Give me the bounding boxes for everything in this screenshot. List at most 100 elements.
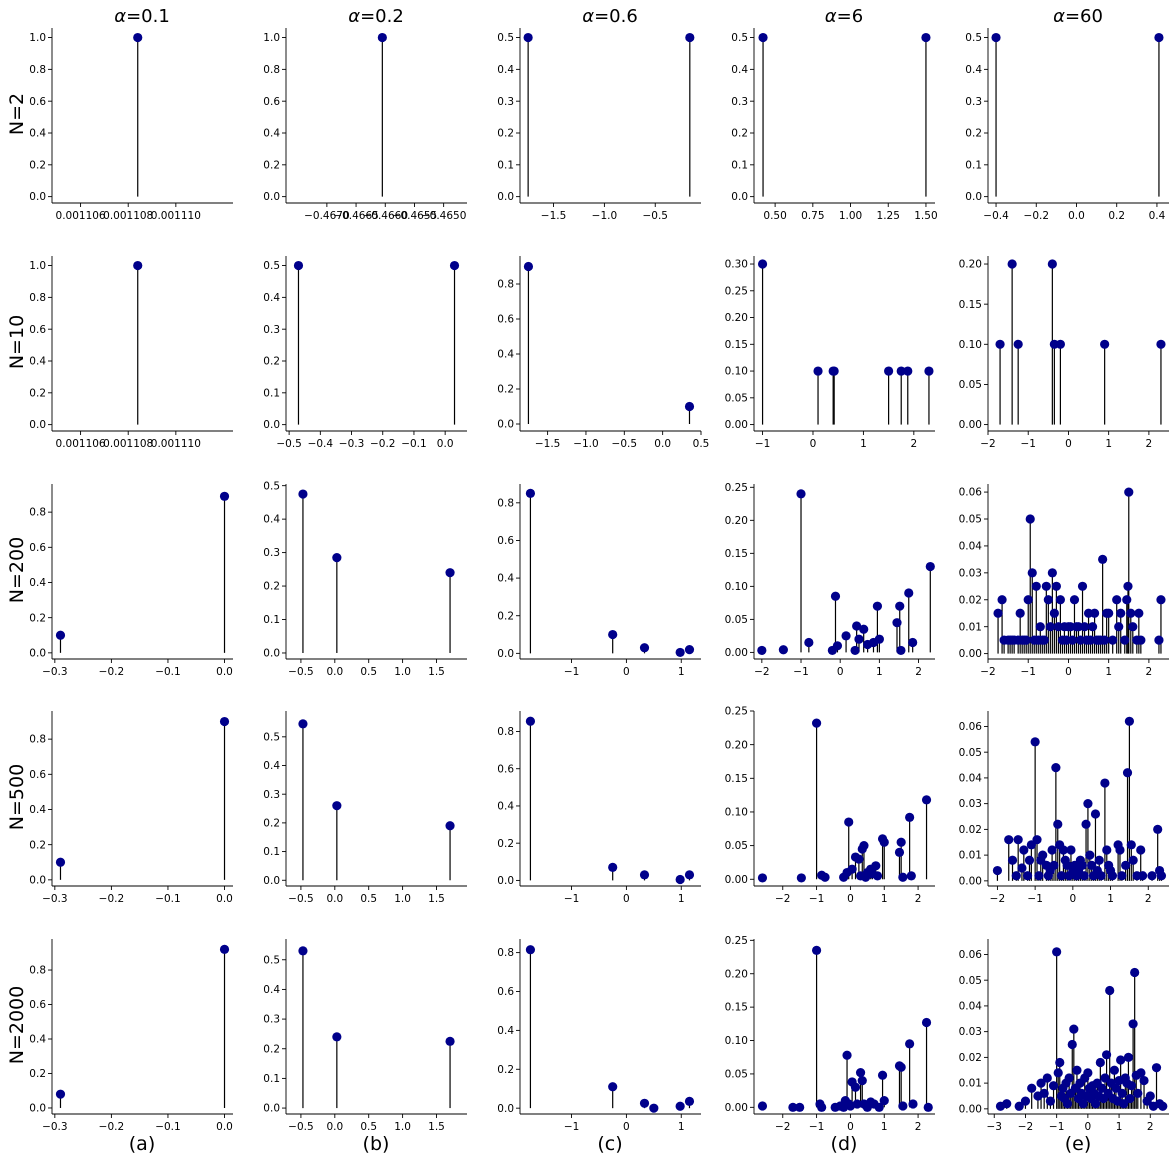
stem-marker [525, 716, 536, 726]
y-tick-label: 0.5 [263, 480, 280, 492]
stem-marker [757, 645, 767, 656]
y-tick-label: 0.8 [29, 734, 46, 746]
y-tick-label: 0.4 [263, 128, 280, 140]
stem-marker [854, 854, 864, 864]
y-tick-label: 0.2 [29, 1068, 46, 1080]
stem-marker [1052, 947, 1062, 957]
y-tick-label: 0.25 [725, 935, 748, 947]
stem-marker [684, 401, 695, 412]
y-tick-label: 0.20 [725, 312, 748, 324]
stem-panel-r4-c1: 0.0 0.1 0.2 0.3 0.4 0.5 −0.5 0.0 0.5 1.0 1.5 [263, 939, 467, 1133]
stem-marker [850, 645, 860, 656]
y-tick-label: 0.1 [263, 614, 280, 626]
x-tick-label: −0.3 [42, 1121, 68, 1133]
stem-marker [841, 631, 851, 641]
stem-marker [1039, 1088, 1049, 1099]
stem-marker [1077, 581, 1088, 591]
stem-marker [895, 601, 905, 611]
x-tick-label: 1 [881, 893, 888, 905]
stem-marker [894, 847, 905, 857]
x-tick-label: 1.25 [877, 210, 900, 222]
y-tick-label: 0.05 [725, 614, 748, 626]
y-tick-label: 0.2 [497, 1064, 514, 1076]
stem-marker [523, 261, 534, 272]
x-tick-label: 0.0 [216, 1121, 233, 1133]
y-tick-label: 0.6 [497, 986, 514, 998]
y-tick-label: 0.03 [959, 798, 982, 810]
y-tick-label: 0.10 [725, 1035, 748, 1047]
stem-marker [872, 871, 883, 881]
y-tick-label: 0.8 [29, 507, 46, 519]
stem-marker [908, 637, 918, 648]
y-tick-label: 0.5 [263, 954, 280, 966]
stem-marker [332, 1032, 342, 1042]
stem-marker [219, 716, 230, 727]
y-tick-label: 0.10 [725, 581, 748, 593]
y-tick-label: 0.3 [731, 96, 748, 108]
stem-marker [293, 260, 304, 271]
y-tick-label: 0.0 [29, 419, 46, 431]
x-tick-label: 0.5 [360, 666, 377, 678]
stem-marker [1158, 1101, 1168, 1111]
row-label-n-10: N=10 [6, 315, 28, 369]
stem-marker [804, 637, 814, 648]
stem-marker [852, 1099, 862, 1109]
stem-marker [1030, 737, 1040, 747]
x-tick-label: 0 [847, 1121, 854, 1133]
y-tick-label: 0.3 [965, 96, 982, 108]
x-tick-label: −0.1 [155, 666, 181, 678]
y-tick-label: 0.0 [731, 191, 748, 203]
x-tick-label: −0.4650 [421, 210, 467, 222]
stem-marker [1122, 768, 1133, 778]
stem-marker [788, 1102, 798, 1112]
x-tick-label: 1.5 [428, 893, 445, 905]
stem-panel-r2-c0: 0.0 0.2 0.4 0.6 0.8 −0.3 −0.2 −0.1 0.0 [29, 484, 233, 678]
stem-marker [1156, 595, 1166, 605]
stem-marker [1072, 1065, 1082, 1075]
y-tick-label: 0.2 [29, 387, 46, 399]
stem-marker [1017, 863, 1027, 873]
y-tick-label: 0.05 [959, 975, 982, 987]
stem-marker [55, 1089, 66, 1099]
stem-marker [1122, 595, 1132, 605]
stem-marker [1151, 1063, 1162, 1073]
stem-marker [1083, 1068, 1093, 1078]
stem-marker [1025, 514, 1035, 524]
stem-marker [1036, 1078, 1046, 1088]
x-tick-label: 0 [810, 438, 817, 450]
stem-marker [1121, 860, 1131, 871]
stem-marker [811, 945, 822, 955]
panel-label-a: (a) [129, 1133, 155, 1155]
y-tick-label: 0.4 [263, 760, 280, 772]
stem-marker [757, 259, 768, 269]
stem-marker [850, 1082, 861, 1092]
y-tick-label: 0.4 [497, 64, 514, 76]
x-tick-label: −0.4 [983, 210, 1009, 222]
y-tick-label: 0.4 [497, 1025, 514, 1037]
x-tick-label: −0.2 [99, 893, 125, 905]
y-tick-label: 0.2 [497, 610, 514, 622]
stem-panel-r1-c0: 0.0 0.2 0.4 0.6 0.8 1.0 0.0011060.0011080.0011… [29, 256, 233, 450]
x-tick-label: −0.5 [612, 438, 638, 450]
y-tick-label: 0.5 [731, 32, 748, 44]
stem-marker [1081, 819, 1091, 829]
y-tick-label: 0.2 [497, 128, 514, 140]
y-tick-label: 0.00 [959, 1103, 982, 1115]
row-labels: N=2 N=10 N=200 N=500 N=2000 [6, 93, 28, 1064]
y-tick-label: 0.25 [725, 285, 748, 297]
y-tick-label: 0.00 [959, 648, 982, 660]
x-tick-label: −0.4655 [392, 210, 438, 222]
x-tick-label: −2 [775, 893, 790, 905]
stem-marker [879, 1096, 889, 1106]
stem-marker [1091, 1099, 1101, 1109]
x-tick-label: −1 [809, 1121, 824, 1133]
y-tick-label: 0.06 [959, 721, 983, 733]
stem-marker [1055, 339, 1065, 349]
x-tick-label: 2 [915, 1121, 922, 1133]
stem-marker [1128, 855, 1138, 865]
stem-marker [1133, 1088, 1143, 1099]
x-tick-label: −0.4660 [362, 210, 408, 222]
y-tick-label: 0.8 [497, 279, 514, 291]
y-tick-label: 0.05 [959, 747, 982, 759]
y-tick-label: 0.4 [29, 1034, 46, 1046]
